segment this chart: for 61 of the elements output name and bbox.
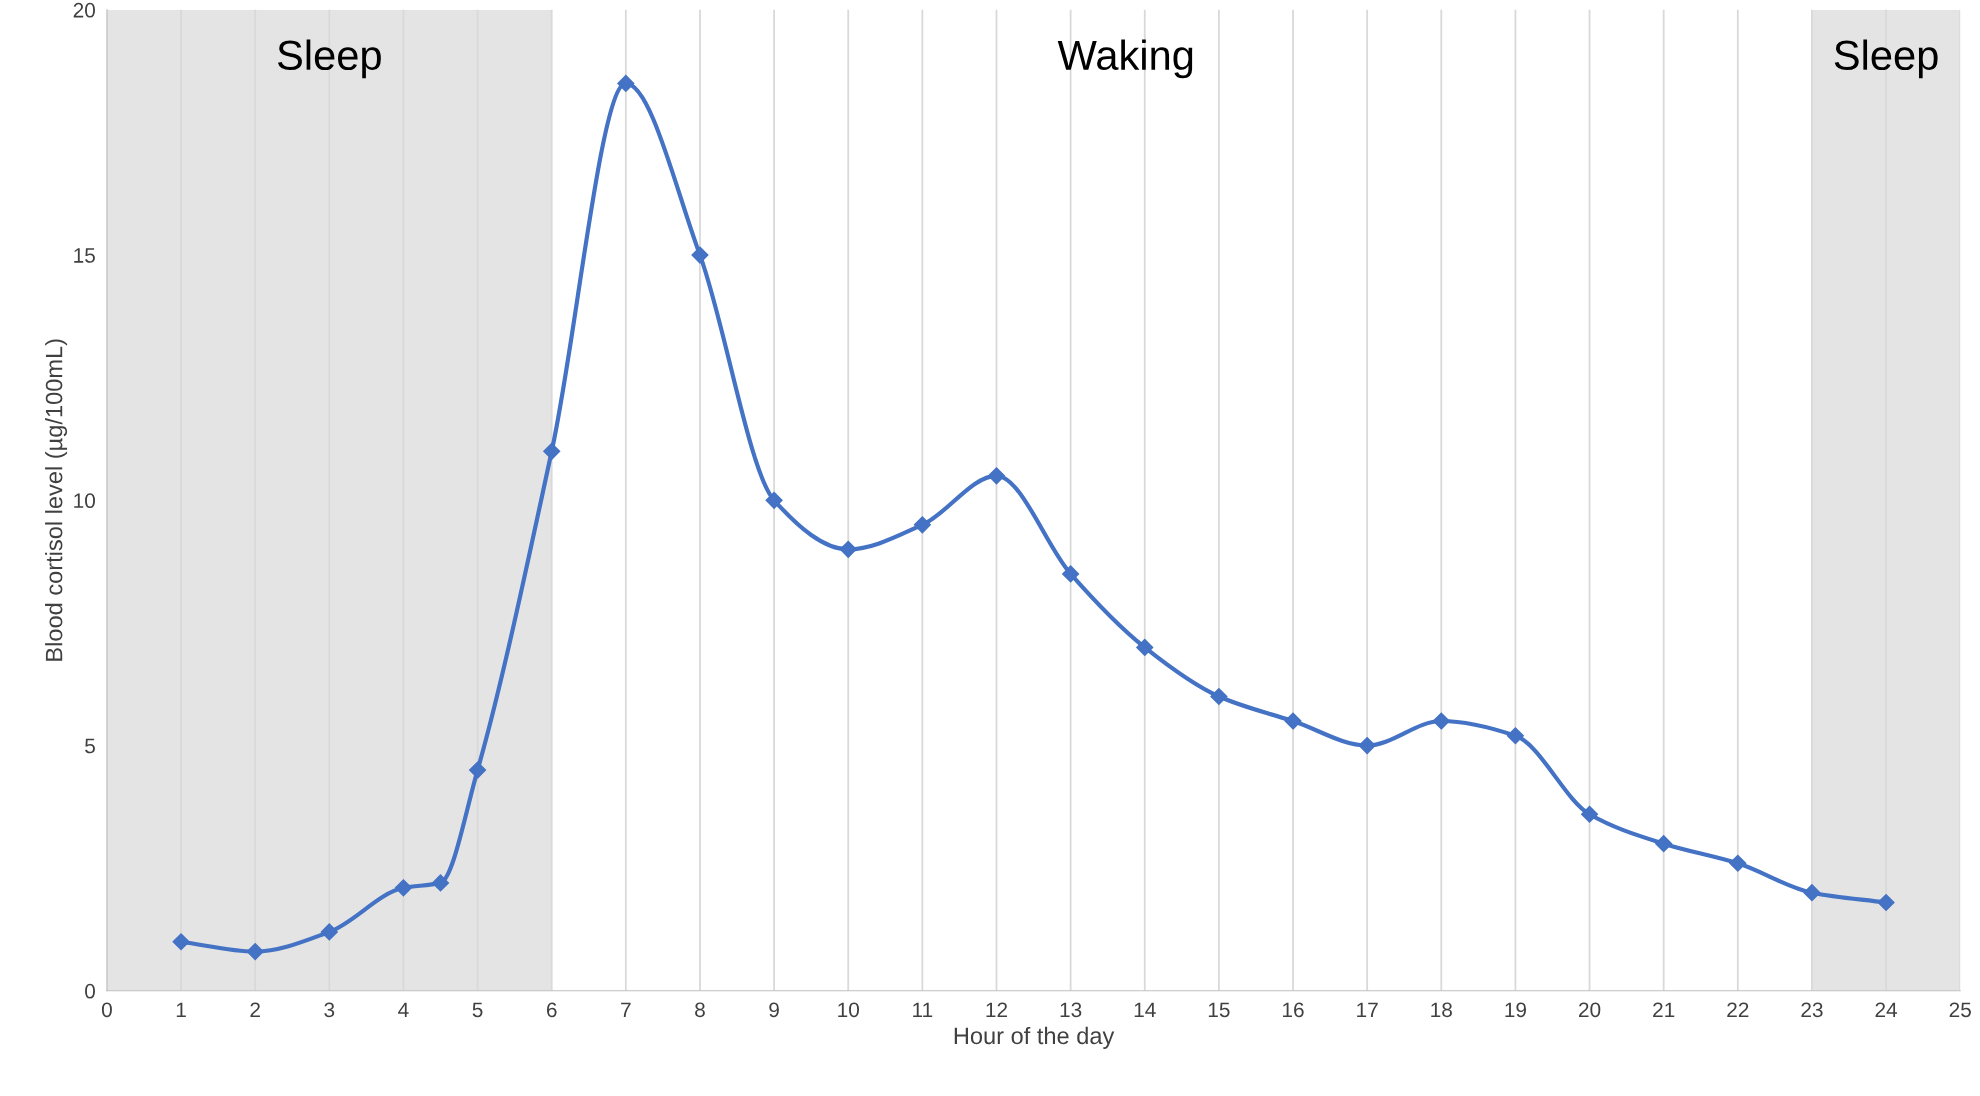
point bbox=[1877, 893, 1895, 912]
point bbox=[1432, 712, 1450, 730]
point bbox=[1284, 712, 1302, 730]
band-label: Sleep bbox=[277, 39, 381, 79]
x-tick-label: 22 bbox=[1727, 1002, 1749, 1017]
x-tick-label: 23 bbox=[1801, 1002, 1823, 1018]
point bbox=[1210, 687, 1228, 706]
x-tick-label: 16 bbox=[1283, 1002, 1304, 1018]
point bbox=[617, 74, 635, 92]
x-tick-label: 21 bbox=[1653, 1002, 1675, 1017]
point bbox=[691, 246, 709, 264]
y-tick-label: 5 bbox=[85, 738, 95, 754]
point bbox=[1506, 727, 1524, 745]
x-tick-label: 19 bbox=[1505, 1002, 1527, 1018]
x-tick-label: 0 bbox=[101, 1002, 112, 1018]
x-tick-label: 24 bbox=[1875, 1002, 1898, 1017]
point bbox=[1655, 835, 1673, 853]
x-tick-label: 11 bbox=[913, 1002, 933, 1017]
point bbox=[543, 442, 561, 460]
x-tick-label: 14 bbox=[1134, 1002, 1156, 1017]
point bbox=[1580, 805, 1599, 823]
x-tick-label: 7 bbox=[621, 1002, 631, 1017]
x-tick-label: 13 bbox=[1060, 1002, 1082, 1018]
point bbox=[394, 879, 412, 897]
point bbox=[765, 491, 783, 509]
annotation: Waking bbox=[1057, 39, 1193, 79]
x-tick-label: 3 bbox=[324, 1002, 335, 1018]
x-tick-label: 4 bbox=[398, 1002, 409, 1017]
point bbox=[431, 874, 450, 892]
x-tick-label: 9 bbox=[769, 1002, 779, 1018]
band-label: Sleep bbox=[1834, 39, 1938, 79]
point bbox=[469, 761, 487, 779]
point bbox=[1729, 854, 1747, 872]
x-tick-label: 18 bbox=[1431, 1002, 1452, 1018]
point bbox=[320, 923, 338, 941]
point bbox=[1062, 565, 1080, 583]
x-tick-label: 8 bbox=[695, 1002, 705, 1018]
point bbox=[1136, 638, 1154, 657]
x-tick-label: 6 bbox=[546, 1002, 557, 1018]
point bbox=[913, 516, 931, 534]
x-tick-label: 2 bbox=[250, 1002, 260, 1017]
y-tick-label: 15 bbox=[74, 248, 95, 263]
x-tick-label: 10 bbox=[838, 1002, 859, 1018]
y-tick-label: 20 bbox=[73, 2, 95, 18]
x-tick-label: 12 bbox=[986, 1002, 1008, 1017]
x-tick-label: 1 bbox=[176, 1002, 186, 1017]
x-tick-label: 25 bbox=[1949, 1002, 1971, 1018]
point bbox=[246, 942, 264, 961]
point bbox=[839, 540, 857, 558]
x-tick-label: 20 bbox=[1579, 1002, 1601, 1018]
x-tick-label: 5 bbox=[472, 1002, 483, 1018]
y-tick-label: 10 bbox=[74, 493, 95, 509]
point bbox=[172, 933, 190, 951]
x-tick-label: 15 bbox=[1208, 1002, 1230, 1018]
x-tick-label: 17 bbox=[1357, 1002, 1378, 1017]
y-tick-label: 0 bbox=[85, 983, 95, 999]
point bbox=[1358, 737, 1376, 755]
y-axis-title: Blood cortisol level (µg/100mL) bbox=[45, 339, 68, 661]
point bbox=[1803, 884, 1821, 902]
x-axis-title: Hour of the day bbox=[954, 1026, 1115, 1049]
point bbox=[987, 467, 1006, 485]
